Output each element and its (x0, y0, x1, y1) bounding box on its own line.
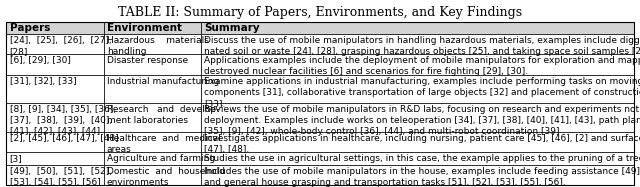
Text: Research   and  develop-
ment laboratories: Research and develop- ment laboratories (107, 105, 219, 125)
Text: Agriculture and farming: Agriculture and farming (107, 154, 215, 163)
Text: Discuss the use of mobile manipulators in handling hazardous materials, examples: Discuss the use of mobile manipulators i… (204, 36, 640, 56)
Text: Papers: Papers (10, 23, 50, 33)
Text: Studies the use in agricultural settings, in this case, the example applies to t: Studies the use in agricultural settings… (204, 154, 640, 163)
Text: Healthcare  and  medical
areas: Healthcare and medical areas (107, 134, 221, 154)
Text: [2], [45], [46], [47], [48]: [2], [45], [46], [47], [48] (10, 134, 118, 143)
Text: Includes the use of mobile manipulators in the house, examples include feeding a: Includes the use of mobile manipulators … (204, 167, 640, 187)
Text: Applications examples include the deployment of mobile manipulators for explorat: Applications examples include the deploy… (204, 56, 640, 76)
Text: Hazardous    materials
handling: Hazardous materials handling (107, 36, 209, 56)
Text: [31], [32], [33]: [31], [32], [33] (10, 77, 76, 86)
Text: Summary: Summary (204, 23, 260, 33)
Text: Environment: Environment (107, 23, 182, 33)
Text: [24],  [25],  [26],  [27],
[28]: [24], [25], [26], [27], [28] (10, 36, 111, 56)
Text: [8], [9], [34], [35], [36],
[37],  [38],  [39],  [40],
[41], [42], [43], [44]: [8], [9], [34], [35], [36], [37], [38], … (10, 105, 116, 137)
Text: TABLE II: Summary of Papers, Environments, and Key Findings: TABLE II: Summary of Papers, Environment… (118, 6, 522, 19)
Text: Industrial manufacturing: Industrial manufacturing (107, 77, 219, 86)
Text: Domestic  and  household
environments: Domestic and household environments (107, 167, 225, 187)
Text: [3]: [3] (10, 154, 22, 163)
Text: Disaster response: Disaster response (107, 56, 188, 65)
Text: Reviews the use of mobile manipulators in R&D labs, focusing on research and exp: Reviews the use of mobile manipulators i… (204, 105, 640, 137)
Text: [49],  [50],  [51],  [52],
[53], [54], [55], [56]: [49], [50], [51], [52], [53], [54], [55]… (10, 167, 111, 187)
Text: Examine applications in industrial manufacturing, examples include performing ta: Examine applications in industrial manuf… (204, 77, 640, 108)
Text: Investigates applications in healthcare, including nursing, patient care [45], [: Investigates applications in healthcare,… (204, 134, 640, 154)
Text: [6], [29], [30]: [6], [29], [30] (10, 56, 70, 65)
